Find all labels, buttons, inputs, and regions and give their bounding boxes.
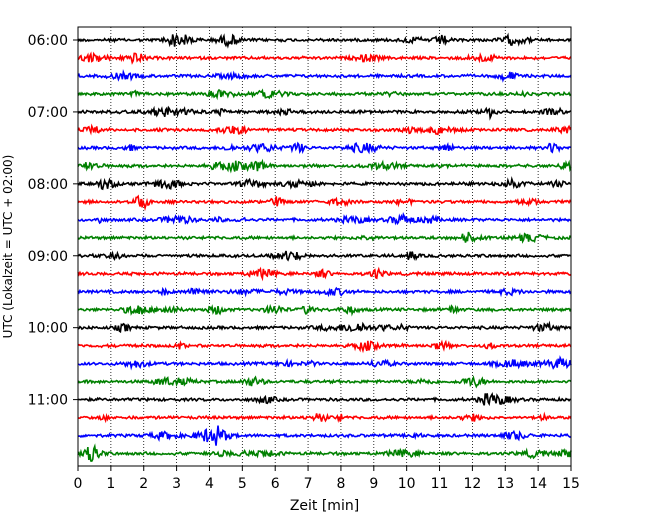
x-tick-label: 8 bbox=[336, 476, 345, 492]
trace-0700 bbox=[77, 105, 572, 121]
x-tick-label: 12 bbox=[463, 476, 481, 492]
trace-rows bbox=[77, 32, 572, 462]
y-axis-ticks: 06:00 07:00 08:00 09:00 10:00 11:00 bbox=[28, 33, 78, 409]
trace-0830 bbox=[77, 212, 572, 226]
x-tick-label: 15 bbox=[562, 476, 580, 492]
x-tick-label: 9 bbox=[369, 476, 378, 492]
x-tick-label: 13 bbox=[496, 476, 514, 492]
x-tick-label: 4 bbox=[205, 476, 214, 492]
trace-1045 bbox=[77, 375, 572, 389]
x-tick-label: 1 bbox=[106, 476, 115, 492]
trace-0915 bbox=[77, 266, 572, 282]
trace-0815 bbox=[77, 194, 572, 211]
x-tick-label: 3 bbox=[172, 476, 181, 492]
trace-1030 bbox=[77, 355, 572, 371]
trace-1115 bbox=[77, 411, 572, 424]
x-tick-label: 11 bbox=[431, 476, 449, 492]
trace-0730 bbox=[77, 141, 572, 155]
trace-0845 bbox=[77, 231, 572, 244]
plot-frame bbox=[77, 26, 572, 467]
x-tick-label: 0 bbox=[74, 476, 83, 492]
trace-0800 bbox=[77, 176, 572, 191]
trace-1100 bbox=[77, 392, 572, 407]
y-tick-label: 07:00 bbox=[28, 105, 68, 121]
x-tick-label: 5 bbox=[238, 476, 247, 492]
y-tick-label: 10:00 bbox=[28, 321, 68, 337]
trace-0745 bbox=[77, 158, 572, 174]
trace-1130 bbox=[77, 425, 572, 446]
x-tick-label: 6 bbox=[271, 476, 280, 492]
y-tick-label: 09:00 bbox=[28, 249, 68, 265]
grid-lines bbox=[110, 27, 539, 466]
trace-0615 bbox=[77, 51, 572, 65]
y-tick-label: 08:00 bbox=[28, 177, 68, 193]
y-tick-label: 11:00 bbox=[28, 393, 68, 409]
x-tick-label: 10 bbox=[398, 476, 416, 492]
trace-0945 bbox=[77, 303, 572, 317]
trace-1145 bbox=[77, 443, 572, 462]
x-tick-label: 7 bbox=[304, 476, 313, 492]
y-tick-label: 06:00 bbox=[28, 33, 68, 49]
x-tick-label: 2 bbox=[139, 476, 148, 492]
trace-0900 bbox=[77, 250, 572, 262]
trace-1000 bbox=[77, 320, 572, 334]
trace-0930 bbox=[77, 286, 572, 298]
x-axis-label: Zeit [min] bbox=[290, 498, 359, 514]
y-axis-label: UTC (Lokalzeit = UTC + 02:00) bbox=[1, 155, 15, 339]
trace-0630 bbox=[77, 68, 572, 83]
trace-0600 bbox=[77, 32, 572, 49]
trace-0645 bbox=[77, 88, 572, 101]
x-axis-ticks: 0 1 2 3 4 5 6 7 8 9 10 11 12 13 14 15 bbox=[74, 466, 580, 492]
trace-0715 bbox=[77, 123, 572, 136]
x-tick-label: 14 bbox=[529, 476, 547, 492]
trace-1015 bbox=[77, 339, 572, 354]
